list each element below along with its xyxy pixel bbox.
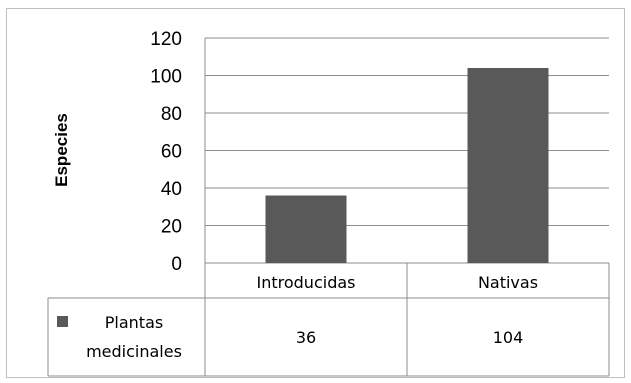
x-category-label: Nativas [478, 273, 538, 292]
legend-swatch [57, 316, 68, 327]
y-axis-label: Especies [52, 113, 71, 187]
y-tick-label: 120 [150, 29, 182, 50]
bar [265, 195, 347, 263]
bar [467, 68, 549, 263]
y-tick-label: 0 [171, 254, 182, 275]
data-table-value: 36 [296, 328, 316, 347]
y-tick-label: 80 [161, 104, 182, 125]
data-table-value: 104 [493, 328, 524, 347]
legend-label-line1: Plantas [105, 313, 163, 332]
data-table: Introducidas Nativas 36 104 [47, 263, 610, 377]
bars [265, 68, 549, 263]
y-tick-label: 40 [161, 179, 182, 200]
y-axis-ticks: 0 20 40 60 80 100 120 [150, 29, 182, 275]
y-tick-label: 100 [150, 67, 182, 88]
x-category-label: Introducidas [257, 273, 356, 292]
y-tick-label: 60 [161, 142, 182, 163]
legend-label-line2: medicinales [86, 342, 182, 361]
y-tick-label: 20 [161, 217, 182, 238]
